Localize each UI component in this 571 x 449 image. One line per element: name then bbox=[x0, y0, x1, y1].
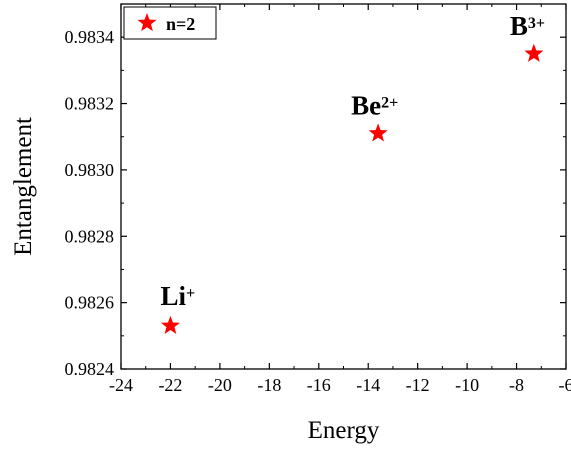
x-tick-label: -14 bbox=[356, 375, 380, 395]
x-tick-label: -8 bbox=[509, 375, 524, 395]
point-label-element: Li bbox=[160, 281, 186, 311]
point-label-element: Be bbox=[351, 90, 381, 120]
x-tick-label: -12 bbox=[406, 375, 430, 395]
x-tick-label: -22 bbox=[158, 375, 182, 395]
y-tick-label: 0.9826 bbox=[65, 293, 115, 313]
point-label-element: B bbox=[510, 11, 528, 41]
points-layer bbox=[161, 44, 543, 334]
point-label: B3+ bbox=[510, 11, 545, 41]
x-tick-label: -16 bbox=[307, 375, 331, 395]
y-tick-label: 0.9828 bbox=[65, 226, 115, 246]
point-label: Li+ bbox=[160, 281, 195, 311]
y-tick-label: 0.9824 bbox=[65, 359, 115, 379]
data-point-star bbox=[524, 44, 543, 62]
x-tick-label: -6 bbox=[559, 375, 571, 395]
x-axis-title: Energy bbox=[308, 417, 380, 444]
y-tick-label: 0.9834 bbox=[65, 27, 115, 47]
data-point-star bbox=[161, 316, 180, 334]
ticks-layer: -24-22-20-18-16-14-12-10-8-60.98240.9826… bbox=[65, 4, 571, 395]
point-labels-layer: Li+ Be2+ B3+ bbox=[160, 11, 545, 311]
legend: n=2 bbox=[124, 7, 216, 39]
x-tick-label: -10 bbox=[455, 375, 479, 395]
data-point-star bbox=[369, 123, 388, 141]
point-label: Be2+ bbox=[351, 90, 398, 120]
y-axis-title: Entanglement bbox=[10, 117, 37, 256]
point-label-charge: + bbox=[186, 285, 195, 302]
point-label-charge: 2+ bbox=[381, 94, 398, 111]
legend-label: n=2 bbox=[166, 14, 195, 34]
x-tick-label: -20 bbox=[208, 375, 232, 395]
point-label-charge: 3+ bbox=[528, 15, 545, 32]
plot-frame bbox=[121, 4, 566, 369]
y-tick-label: 0.9832 bbox=[65, 94, 115, 114]
x-tick-label: -18 bbox=[257, 375, 281, 395]
y-tick-label: 0.9830 bbox=[65, 160, 115, 180]
